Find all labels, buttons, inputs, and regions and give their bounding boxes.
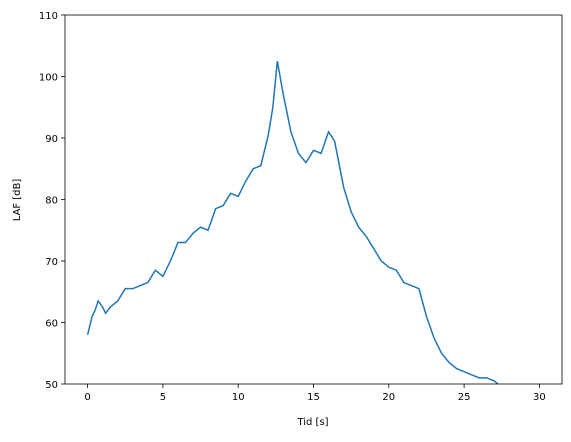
y-tick-label: 60 [45,319,58,330]
x-tick-label: 5 [160,392,166,403]
x-tick-label: 10 [232,392,245,403]
y-tick-label: 80 [45,196,58,207]
x-tick-label: 25 [458,392,471,403]
y-tick-label: 70 [45,257,58,268]
axes-frame [64,14,563,385]
y-tick-label: 100 [39,73,58,84]
x-tick-label: 30 [533,392,546,403]
data-line [86,60,500,384]
x-tick-label: 15 [307,392,320,403]
x-tick-label: 0 [84,392,90,403]
y-axis-label: LAF [dB] [12,179,23,222]
x-tick-label: 20 [382,392,395,403]
y-tick-label: 110 [39,11,58,22]
y-tick-label: 90 [45,134,58,145]
y-tick-label: 50 [45,380,58,391]
x-axis-label: Tid [s] [296,417,328,428]
